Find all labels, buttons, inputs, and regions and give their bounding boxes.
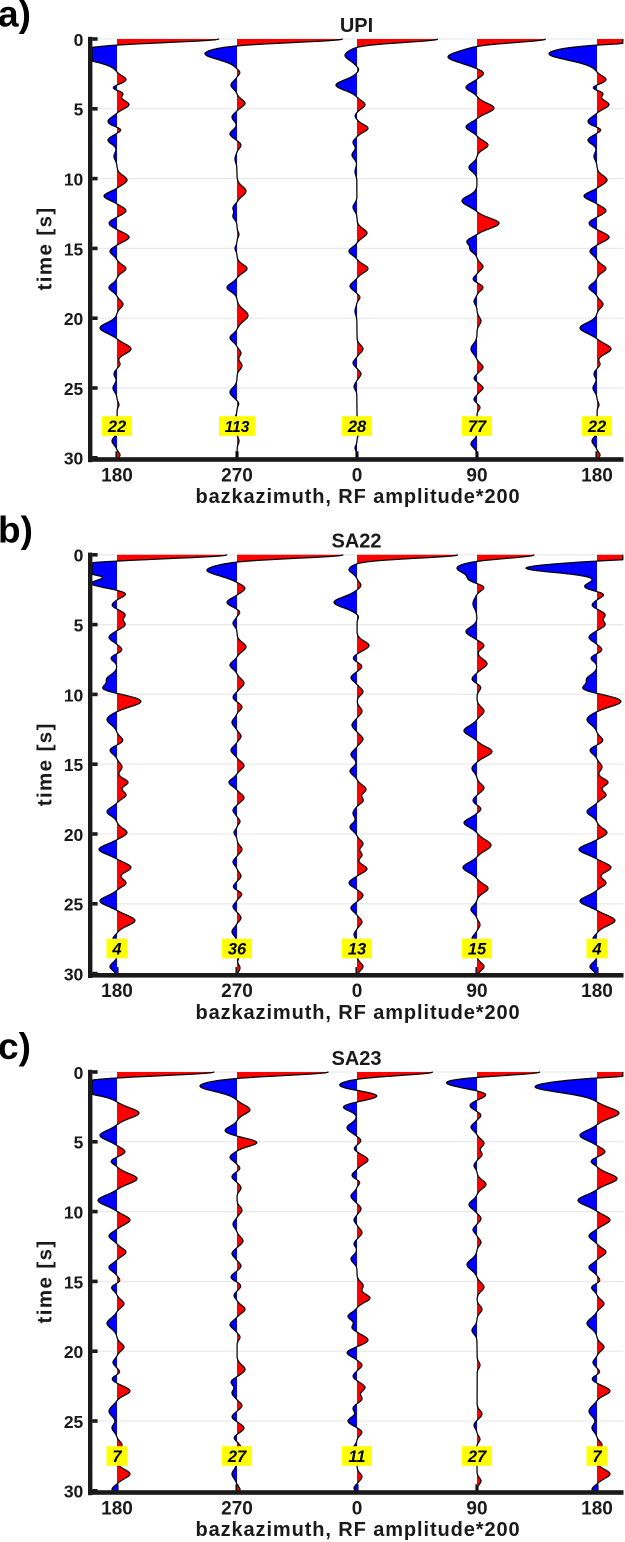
svg-text:90: 90: [466, 1498, 487, 1519]
svg-text:15: 15: [64, 755, 84, 775]
svg-text:25: 25: [64, 895, 84, 915]
svg-text:7: 7: [592, 1448, 602, 1466]
svg-text:15: 15: [64, 1272, 84, 1292]
svg-text:10: 10: [64, 685, 84, 705]
svg-text:5: 5: [74, 100, 84, 120]
svg-text:time [s]: time [s]: [34, 722, 57, 806]
svg-text:180: 180: [581, 465, 613, 486]
svg-text:time [s]: time [s]: [34, 1239, 57, 1323]
svg-text:27: 27: [227, 1448, 247, 1466]
svg-text:15: 15: [64, 239, 84, 259]
svg-text:180: 180: [101, 1498, 133, 1519]
svg-text:270: 270: [221, 465, 253, 486]
svg-text:0: 0: [74, 1063, 84, 1083]
svg-text:20: 20: [64, 825, 84, 845]
svg-text:4: 4: [591, 940, 601, 958]
svg-text:0: 0: [74, 546, 84, 566]
svg-text:7: 7: [112, 1448, 122, 1466]
svg-text:113: 113: [225, 419, 250, 436]
svg-text:13: 13: [348, 940, 366, 958]
svg-text:270: 270: [221, 1498, 253, 1519]
svg-text:a): a): [0, 0, 31, 35]
svg-text:5: 5: [74, 1133, 84, 1153]
svg-text:77: 77: [468, 418, 487, 436]
svg-text:0: 0: [74, 30, 84, 50]
svg-text:180: 180: [581, 1498, 613, 1519]
svg-text:22: 22: [107, 418, 126, 436]
svg-text:28: 28: [347, 418, 367, 436]
svg-text:UPI: UPI: [340, 15, 373, 37]
svg-text:0: 0: [352, 981, 363, 1002]
svg-text:270: 270: [221, 981, 253, 1002]
svg-text:SA22: SA22: [331, 531, 381, 553]
svg-text:27: 27: [467, 1448, 487, 1466]
svg-text:22: 22: [587, 418, 606, 436]
svg-text:90: 90: [466, 465, 487, 486]
svg-text:bazkazimuth, RF amplitude*200: bazkazimuth, RF amplitude*200: [195, 1519, 520, 1541]
svg-text:11: 11: [348, 1448, 365, 1466]
svg-text:5: 5: [74, 616, 84, 636]
svg-text:30: 30: [64, 1482, 84, 1502]
svg-text:25: 25: [64, 379, 84, 399]
svg-text:15: 15: [468, 940, 487, 958]
svg-text:10: 10: [64, 170, 84, 190]
svg-text:0: 0: [352, 465, 363, 486]
svg-text:time [s]: time [s]: [34, 206, 57, 290]
svg-text:4: 4: [111, 940, 121, 958]
svg-text:b): b): [0, 510, 33, 551]
svg-text:20: 20: [64, 1342, 84, 1362]
svg-text:180: 180: [101, 981, 133, 1002]
svg-text:0: 0: [352, 1498, 363, 1519]
svg-text:30: 30: [64, 449, 84, 469]
svg-text:c): c): [0, 1026, 31, 1067]
svg-text:30: 30: [64, 965, 84, 985]
svg-text:25: 25: [64, 1412, 84, 1432]
svg-text:10: 10: [64, 1203, 84, 1223]
svg-text:bazkazimuth, RF amplitude*200: bazkazimuth, RF amplitude*200: [195, 1002, 520, 1024]
svg-text:SA23: SA23: [331, 1048, 381, 1070]
svg-text:bazkazimuth, RF amplitude*200: bazkazimuth, RF amplitude*200: [195, 486, 520, 508]
svg-text:36: 36: [228, 940, 247, 958]
svg-text:180: 180: [101, 465, 133, 486]
svg-text:20: 20: [64, 309, 84, 329]
svg-text:180: 180: [581, 981, 613, 1002]
svg-text:90: 90: [466, 981, 487, 1002]
